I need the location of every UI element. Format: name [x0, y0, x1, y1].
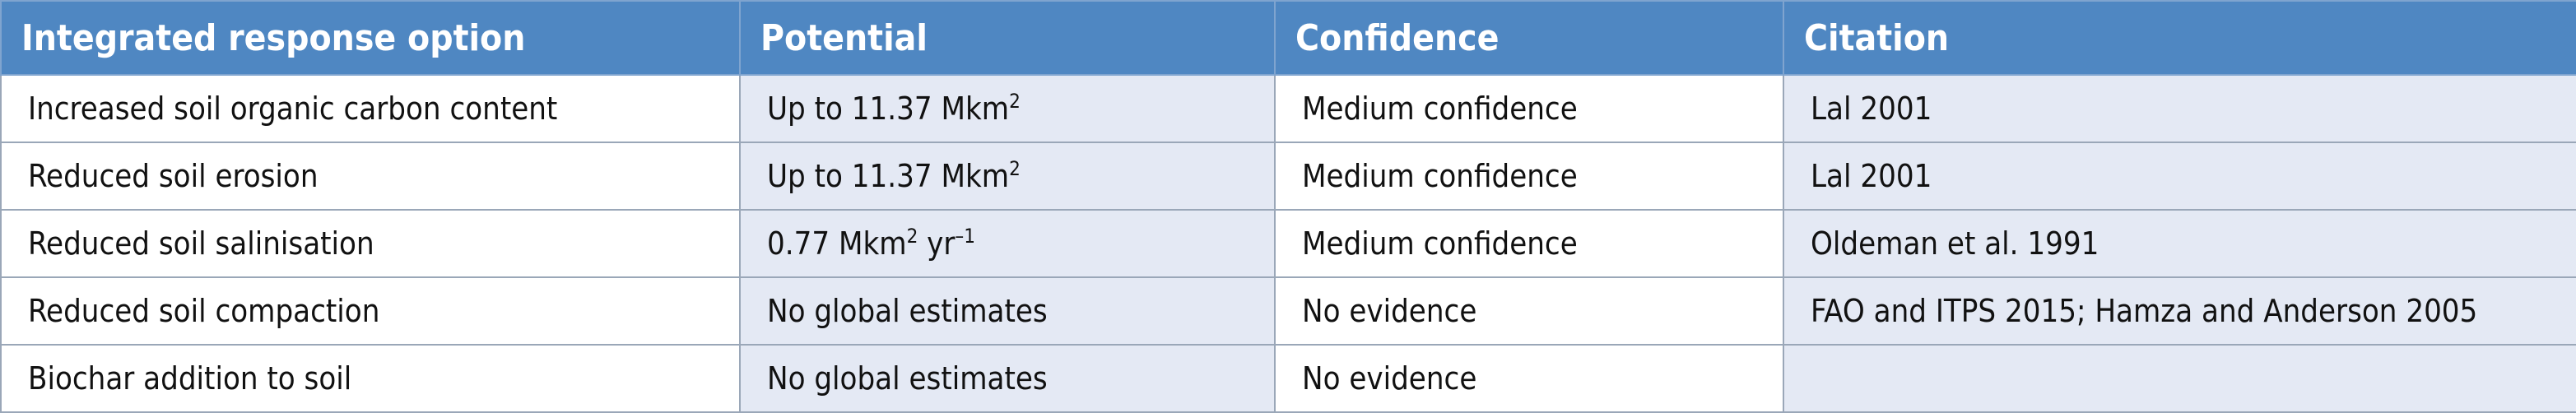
header-option: Integrated response option	[0, 0, 741, 76]
potential-text: Up to 11.37 Mkm	[767, 90, 1010, 127]
table-row: Reduced soil compaction No global estima…	[0, 276, 2576, 346]
cell-citation: Lal 2001	[1783, 74, 2576, 143]
cell-citation: FAO and ITPS 2015; Hamza and Anderson 20…	[1783, 276, 2576, 346]
cell-option: Reduced soil compaction	[0, 276, 741, 346]
cell-option: Reduced soil salinisation	[0, 209, 741, 278]
potential-sup: 2	[1009, 157, 1021, 180]
cell-confidence: No evidence	[1274, 344, 1784, 413]
header-citation: Citation	[1783, 0, 2576, 76]
cell-option: Increased soil organic carbon content	[0, 74, 741, 143]
table-row: Reduced soil salinisation 0.77 Mkm2 yr–1…	[0, 209, 2576, 278]
cell-option: Biochar addition to soil	[0, 344, 741, 413]
potential-text: 0.77 Mkm	[767, 225, 907, 262]
header-confidence: Confidence	[1274, 0, 1784, 76]
cell-potential: No global estimates	[739, 344, 1276, 413]
potential-text: No global estimates	[767, 293, 1048, 329]
table-row: Reduced soil erosion Up to 11.37 Mkm2 Me…	[0, 142, 2576, 211]
header-row: Integrated response option Potential Con…	[0, 0, 2576, 76]
cell-confidence: No evidence	[1274, 276, 1784, 346]
cell-confidence: Medium confidence	[1274, 209, 1784, 278]
table-row: Increased soil organic carbon content Up…	[0, 74, 2576, 143]
cell-citation: Oldeman et al. 1991	[1783, 209, 2576, 278]
cell-citation: Lal 2001	[1783, 142, 2576, 211]
potential-text: Up to 11.37 Mkm	[767, 158, 1010, 194]
cell-confidence: Medium confidence	[1274, 74, 1784, 143]
potential-text: No global estimates	[767, 360, 1048, 397]
cell-potential: No global estimates	[739, 276, 1276, 346]
cell-citation	[1783, 344, 2576, 413]
potential-sup-2: –1	[955, 225, 975, 248]
potential-sup: 2	[1009, 90, 1021, 113]
cell-potential: Up to 11.37 Mkm2	[739, 74, 1276, 143]
cell-confidence: Medium confidence	[1274, 142, 1784, 211]
table-row: Biochar addition to soil No global estim…	[0, 344, 2576, 413]
cell-potential: Up to 11.37 Mkm2	[739, 142, 1276, 211]
cell-option: Reduced soil erosion	[0, 142, 741, 211]
header-potential: Potential	[739, 0, 1276, 76]
potential-sup: 2	[906, 225, 918, 248]
cell-potential: 0.77 Mkm2 yr–1	[739, 209, 1276, 278]
potential-mid: yr	[918, 225, 956, 262]
